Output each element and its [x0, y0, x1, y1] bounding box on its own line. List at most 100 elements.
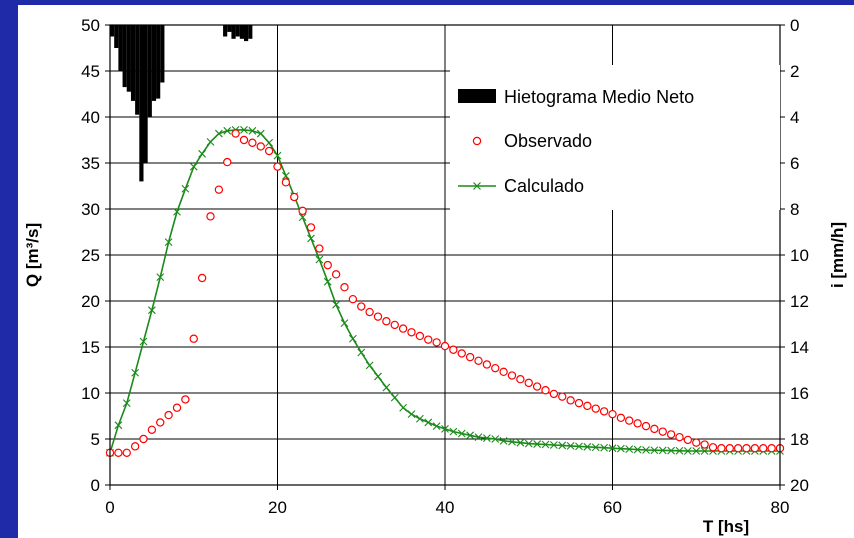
calculated-point	[683, 447, 692, 455]
calculated-point	[173, 207, 181, 216]
observed-point	[357, 302, 366, 311]
observed-point	[315, 244, 324, 253]
observed-point	[331, 270, 341, 279]
y2-tick-label: 6	[790, 154, 799, 173]
calculated-point	[608, 444, 617, 453]
observed-point	[264, 146, 274, 156]
observed-point	[507, 371, 517, 380]
calculated-point	[675, 446, 684, 455]
calculated-point	[348, 334, 357, 343]
calculated-point	[248, 126, 257, 135]
y2-tick-label: 12	[790, 292, 809, 311]
calculated-point	[499, 436, 508, 445]
observed-point	[298, 206, 307, 216]
calculated-point	[273, 151, 282, 160]
calculated-point	[281, 171, 290, 180]
calculated-point	[650, 446, 659, 455]
observed-point	[465, 352, 475, 362]
calculated-point	[147, 306, 156, 315]
calculated-point	[566, 442, 575, 450]
legend: Hietograma Medio Neto Observado Calculad…	[450, 65, 780, 210]
observed-point	[742, 444, 751, 453]
y2-tick-label: 20	[790, 476, 809, 495]
hyetograph-bar	[147, 25, 152, 117]
observed-point	[675, 432, 684, 442]
chart-panel: 0 5 10 15 20 25 30 35 40 45 50 0 2 4 6 8 10 12 14 16 18 20 0 20…	[18, 5, 854, 538]
y2-axis-label: i [mm/h]	[828, 222, 847, 288]
hyetograph-bar	[143, 25, 148, 163]
observed-point	[767, 444, 776, 453]
calculated-point	[625, 445, 634, 454]
observed-point	[574, 398, 584, 408]
calculated-point	[298, 213, 307, 222]
hyetograph-bar	[227, 25, 232, 32]
legend-observed-marker	[472, 136, 482, 146]
observed-point	[424, 335, 433, 344]
calculated-point	[575, 442, 583, 451]
observed-point	[449, 345, 458, 354]
observed-point	[482, 360, 492, 369]
hyetograph-bar	[114, 25, 119, 48]
y2-tick-label: 0	[790, 16, 799, 35]
calculated-point	[181, 184, 190, 193]
observed-point	[114, 448, 123, 457]
x-tick-label: 60	[603, 498, 622, 517]
y-tick-label: 0	[91, 476, 100, 495]
calculated-point	[139, 337, 148, 346]
calculated-point	[390, 393, 399, 402]
calculated-point	[323, 277, 332, 286]
hyetograph-bar	[223, 25, 228, 37]
observed-point	[415, 331, 425, 341]
legend-box	[450, 65, 780, 210]
y-tick-label: 35	[81, 154, 100, 173]
observed-point	[532, 382, 542, 391]
calculated-point	[357, 348, 366, 357]
calculated-point	[240, 125, 248, 134]
observed-point	[273, 162, 282, 171]
hyetograph-bar	[139, 25, 144, 182]
observed-point	[608, 409, 617, 419]
calculated-point	[549, 441, 558, 449]
calculated-point	[122, 399, 131, 408]
observed-point	[223, 157, 232, 167]
y-tick-label: 10	[81, 384, 100, 403]
observed-point	[139, 434, 148, 444]
hyetograph-bars	[110, 25, 253, 182]
calculated-point	[156, 273, 165, 281]
observed-point	[214, 185, 224, 194]
hyetograph-bar	[110, 25, 115, 37]
observed-point	[181, 395, 190, 404]
hyetograph-bar	[248, 25, 253, 39]
calculated-point	[658, 446, 667, 455]
observed-point	[524, 378, 533, 388]
y-tick-label: 5	[91, 430, 100, 449]
observed-point	[625, 416, 634, 425]
observed-point	[457, 349, 466, 358]
calculated-point	[307, 234, 315, 243]
observed-point	[717, 444, 726, 453]
observed-point	[365, 307, 374, 317]
y2-tick-label: 16	[790, 384, 809, 403]
calculated-point	[214, 129, 223, 138]
observed-point	[172, 403, 182, 412]
calculated-point	[482, 434, 491, 442]
calculated-point	[315, 255, 324, 264]
legend-observed-label: Observado	[504, 131, 592, 151]
x-axis-label: T [hs]	[703, 517, 749, 536]
calculated-point	[491, 435, 500, 443]
y-axis-label: Q [m³/s]	[23, 223, 42, 287]
calculated-point	[600, 443, 609, 452]
observed-point	[432, 338, 441, 347]
calculated-series	[106, 125, 784, 457]
calculated-point	[474, 433, 483, 442]
legend-calculated-label: Calculado	[504, 176, 584, 196]
observed-point	[373, 312, 383, 321]
calculated-point	[633, 445, 642, 454]
observed-point	[683, 435, 693, 445]
observed-point	[599, 407, 609, 416]
observed-point	[164, 410, 173, 420]
observed-point	[281, 178, 291, 187]
observed-point	[658, 427, 667, 436]
observed-point	[248, 138, 257, 147]
calculated-point	[332, 300, 341, 309]
